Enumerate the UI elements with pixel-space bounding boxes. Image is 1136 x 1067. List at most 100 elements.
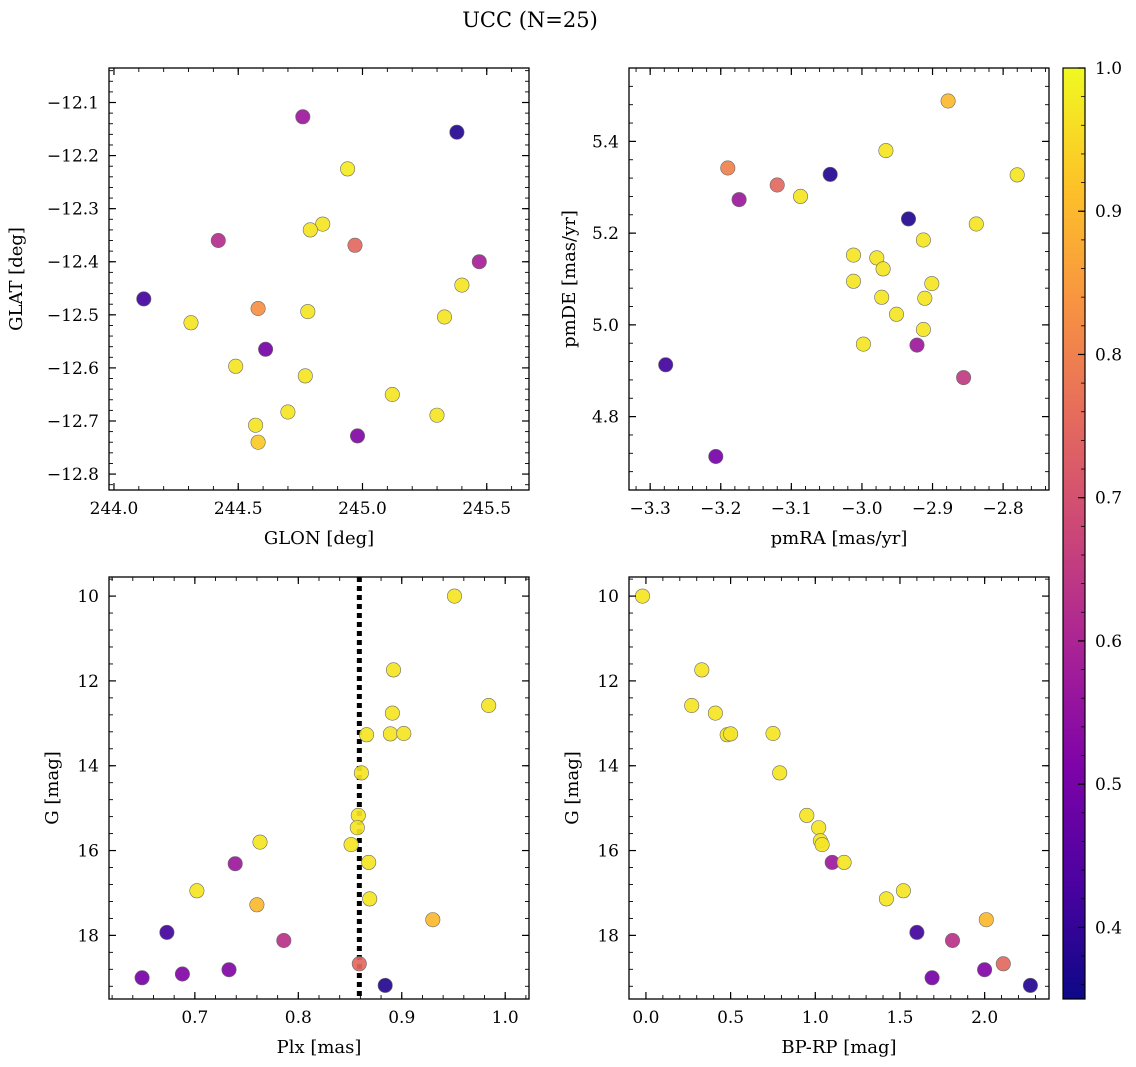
scatter-point: [811, 820, 827, 836]
scatter-point: [349, 820, 365, 836]
scatter-point: [396, 725, 412, 741]
y-axis-label: pmDE [mas/yr]: [559, 210, 580, 348]
scatter-point: [436, 309, 452, 325]
scatter-point: [454, 277, 470, 293]
y-tick-label: 5.2: [592, 224, 619, 244]
scatter-point: [792, 188, 808, 204]
y-tick-label: 5.4: [592, 132, 619, 152]
x-tick-label: 0.8: [285, 1008, 312, 1028]
scatter-point: [888, 306, 904, 322]
scatter-point: [384, 386, 400, 402]
scatter-point: [765, 725, 781, 741]
panel-bprp-g: 0.0 0.5 1.0 1.5 2.0 10 12 14 16 18 BP-RP [mag] G [m…: [562, 576, 1050, 1058]
scatter-point: [280, 404, 296, 420]
colorbar-tick-label: 0.6: [1095, 632, 1122, 652]
scatter-point: [924, 970, 940, 986]
scatter-point: [159, 924, 175, 940]
scatter-point: [227, 856, 243, 872]
scatter-point: [353, 765, 369, 781]
x-tick-label: 0.9: [388, 1008, 415, 1028]
scatter-point: [769, 177, 785, 193]
x-axis-label: pmRA [mas/yr]: [771, 528, 908, 549]
colorbar-tick-label: 0.8: [1095, 345, 1122, 365]
y-tick-label: 12: [597, 672, 619, 692]
y-tick-label: 18: [597, 926, 619, 946]
scatter-point: [300, 304, 316, 320]
scatter-point: [351, 956, 367, 972]
y-tick-label: 14: [77, 757, 99, 777]
y-axis-label: G [mag]: [562, 751, 583, 824]
scatter-point: [221, 962, 237, 978]
y-tick-label: 5.0: [592, 316, 619, 336]
scatter-point: [836, 854, 852, 870]
x-axis-label: Plx [mas]: [277, 1037, 362, 1058]
scatter-point: [874, 289, 890, 305]
scatter-point: [731, 192, 747, 208]
y-tick-label: 14: [597, 757, 619, 777]
scatter-point: [845, 247, 861, 263]
scatter-point: [252, 834, 268, 850]
scatter-point: [814, 837, 830, 853]
colorbar-gradient: [1062, 67, 1086, 1000]
y-tick-label: 4.8: [592, 408, 619, 428]
scatter-point: [720, 160, 736, 176]
y-tick-label: 10: [597, 587, 619, 607]
scatter-point: [384, 705, 400, 721]
scatter-point: [258, 341, 274, 357]
scatter-point: [347, 237, 363, 253]
y-axis-label: GLAT [deg]: [6, 227, 27, 331]
scatter-point: [425, 912, 441, 928]
scatter-point: [362, 891, 378, 907]
scatter-point: [134, 970, 150, 986]
scatter-point: [875, 261, 891, 277]
x-tick-label: −3.1: [771, 499, 812, 519]
x-tick-label: −3.2: [700, 499, 741, 519]
x-tick-label: 1.5: [886, 1008, 913, 1028]
scatter-point: [915, 321, 931, 337]
scatter-point: [822, 166, 838, 182]
x-axis-label: GLON [deg]: [264, 528, 374, 549]
scatter-point: [295, 109, 311, 125]
x-tick-label: 1.0: [802, 1008, 829, 1028]
panel-plx-g: 0.7 0.8 0.9 1.0 10 12 14 16 18 Plx [mas] G [mag]: [42, 576, 530, 1058]
x-tick-label: 0.0: [632, 1008, 659, 1028]
y-tick-label: 16: [77, 842, 99, 862]
scatter-point: [250, 300, 266, 316]
x-tick-label: 0.5: [717, 1008, 744, 1028]
x-tick-label: 244.0: [90, 499, 139, 519]
y-tick-label: −12.3: [47, 200, 99, 220]
x-tick-label: 245.5: [462, 499, 511, 519]
colorbar: 0.4 0.5 0.6 0.7 0.8 0.9 1.0: [1062, 59, 1122, 1000]
scatter-point: [297, 368, 313, 384]
scatter-point: [340, 161, 356, 177]
scatter-point: [909, 337, 925, 353]
scatter-point: [446, 588, 462, 604]
y-tick-label: −12.6: [47, 359, 99, 379]
scatter-point: [174, 966, 190, 982]
colorbar-tick-label: 0.4: [1095, 918, 1122, 938]
scatter-point: [361, 854, 377, 870]
x-tick-label: 1.0: [492, 1008, 519, 1028]
panel-glon-glat: 244.0 244.5 245.0 245.5 −12.1 −12.2 −12.3 −12.4…: [6, 67, 530, 549]
scatter-point: [968, 216, 984, 232]
scatter-point: [382, 726, 398, 742]
y-tick-label: −12.2: [47, 147, 99, 167]
scatter-point: [977, 962, 993, 978]
scatter-point: [343, 837, 359, 853]
scatter-point: [658, 357, 674, 373]
scatter-point: [385, 662, 401, 678]
y-tick-label: 16: [597, 842, 619, 862]
scatter-point: [694, 662, 710, 678]
scatter-point: [978, 912, 994, 928]
scatter-point: [915, 232, 931, 248]
scatter-point: [429, 407, 445, 423]
y-tick-label: −12.4: [47, 253, 99, 273]
scatter-point: [359, 727, 375, 743]
scatter-point: [276, 932, 292, 948]
scatter-point: [909, 924, 925, 940]
scatter-point: [228, 358, 244, 374]
y-tick-label: 12: [77, 672, 99, 692]
scatter-point: [855, 336, 871, 352]
y-tick-label: −12.5: [47, 306, 99, 326]
scatter-point: [249, 897, 265, 913]
